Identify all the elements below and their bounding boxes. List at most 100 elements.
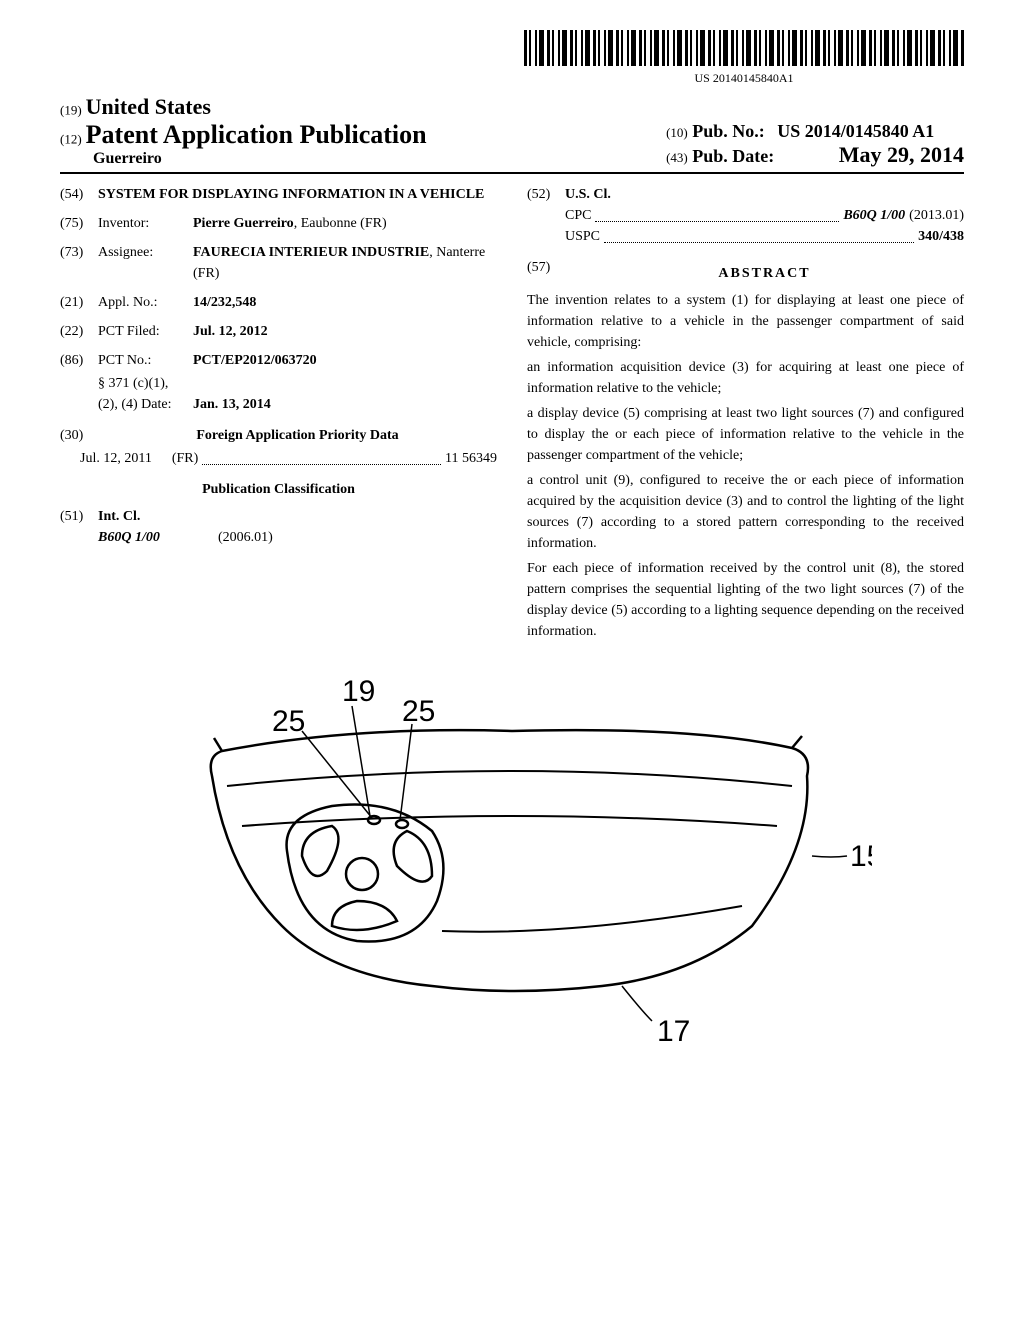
inventor-loc: , Eaubonne (FR): [294, 216, 387, 231]
abstract-p1: The invention relates to a system (1) fo…: [527, 290, 964, 353]
abstract-p3: a display device (5) comprising at least…: [527, 403, 964, 466]
intcl-label: Int. Cl.: [98, 506, 140, 527]
fpd-heading-row: (30) Foreign Application Priority Data: [60, 425, 497, 446]
abstract-p5: For each piece of information received b…: [527, 558, 964, 642]
pub-no: US 2014/0145840 A1: [777, 121, 934, 141]
s371-date-row: (2), (4) Date: Jan. 13, 2014: [60, 394, 497, 415]
cpc-year: (2013.01): [909, 205, 964, 226]
abstract-p2: an information acquisition device (3) fo…: [527, 357, 964, 399]
s371-date-label: (2), (4) Date:: [98, 394, 193, 415]
abstract-label: ABSTRACT: [565, 263, 964, 284]
pubclass-heading: Publication Classification: [60, 479, 497, 500]
code-54: (54): [60, 184, 98, 205]
fpd-dots: [202, 464, 441, 465]
right-column: (52) U.S. Cl. CPC B60Q 1/00 (2013.01) US…: [527, 184, 964, 646]
uspc-label: USPC: [565, 226, 600, 247]
code-52: (52): [527, 184, 565, 205]
figure-area: 19 25 25 15 17: [60, 676, 964, 1061]
fig-label-25b: 25: [402, 695, 435, 728]
intcl-row: (51) Int. Cl.: [60, 506, 497, 527]
cpc-label: CPC: [565, 205, 591, 226]
intcl-code: B60Q 1/00: [98, 527, 218, 548]
lead-17: [622, 986, 652, 1021]
invention-title: SYSTEM FOR DISPLAYING INFORMATION IN A V…: [98, 184, 484, 205]
code-21: (21): [60, 292, 98, 313]
fig-label-19: 19: [342, 676, 375, 708]
header-author: Guerreiro: [60, 150, 427, 168]
dashboard-seam-top: [227, 771, 792, 786]
code-30: (30): [60, 425, 98, 446]
light-source-a: [368, 816, 380, 824]
code-12: (12): [60, 131, 82, 146]
tick-right: [792, 736, 802, 748]
uspc-row: USPC 340/438: [527, 226, 964, 247]
inventor-value: Pierre Guerreiro, Eaubonne (FR): [193, 213, 497, 234]
light-source-b: [396, 820, 408, 828]
wheel-cutout-right: [394, 831, 432, 882]
header-left: (19) United States (12) Patent Applicati…: [60, 94, 427, 168]
left-column: (54) SYSTEM FOR DISPLAYING INFORMATION I…: [60, 184, 497, 646]
barcode-graphic: [524, 30, 964, 66]
appl-no: 14/232,548: [193, 292, 497, 313]
assignee-name: FAURECIA INTERIEUR INDUSTRIE: [193, 245, 429, 260]
pct-no-label: PCT No.:: [98, 350, 193, 371]
s371-date: Jan. 13, 2014: [193, 394, 271, 415]
tick-left: [214, 738, 222, 751]
fpd-country: (FR): [172, 448, 198, 469]
fpd-row: Jul. 12, 2011 (FR) 11 56349: [60, 448, 497, 469]
code-86: (86): [60, 350, 98, 371]
assignee-label: Assignee:: [98, 242, 193, 284]
pub-date: May 29, 2014: [839, 142, 964, 167]
pub-date-label: Pub. Date:: [692, 146, 774, 166]
code-73: (73): [60, 242, 98, 284]
s371-label: § 371 (c)(1),: [60, 373, 497, 394]
wheel-hub: [346, 858, 378, 890]
abstract-header-row: (57) ABSTRACT: [527, 257, 964, 290]
pct-filed-row: (22) PCT Filed: Jul. 12, 2012: [60, 321, 497, 342]
inventor-name: Pierre Guerreiro: [193, 216, 294, 231]
uspc-code: 340/438: [918, 226, 964, 247]
fig-label-25a: 25: [272, 705, 305, 738]
code-57: (57): [527, 257, 565, 290]
code-10: (10): [666, 125, 688, 140]
lead-15: [812, 856, 847, 857]
code-43: (43): [666, 150, 688, 165]
assignee-row: (73) Assignee: FAURECIA INTERIEUR INDUST…: [60, 242, 497, 284]
code-19: (19): [60, 102, 82, 117]
assignee-value: FAURECIA INTERIEUR INDUSTRIE, Nanterre (…: [193, 242, 497, 284]
cpc-code: B60Q 1/00: [843, 205, 905, 226]
publication-type: Patent Application Publication: [86, 120, 427, 149]
inventor-label: Inventor:: [98, 213, 193, 234]
intcl-code-row: B60Q 1/00 (2006.01): [60, 527, 497, 548]
fig-label-15: 15: [850, 840, 872, 873]
wheel-cutout-bottom: [332, 901, 397, 930]
abstract-p4: a control unit (9), configured to receiv…: [527, 470, 964, 554]
dashboard-outline: [211, 730, 808, 991]
cpc-row: CPC B60Q 1/00 (2013.01): [527, 205, 964, 226]
uscl-label: U.S. Cl.: [565, 184, 611, 205]
fig-label-17: 17: [657, 1015, 690, 1048]
wheel-cutout-left: [302, 826, 338, 876]
appl-row: (21) Appl. No.: 14/232,548: [60, 292, 497, 313]
pct-no-row: (86) PCT No.: PCT/EP2012/063720: [60, 350, 497, 371]
pct-filed: Jul. 12, 2012: [193, 321, 497, 342]
uspc-dots: [604, 242, 914, 243]
intcl-year: (2006.01): [218, 527, 273, 548]
dashboard-figure: 19 25 25 15 17: [152, 676, 872, 1056]
code-51: (51): [60, 506, 98, 527]
dashboard-seam-low: [442, 906, 742, 932]
appl-label: Appl. No.:: [98, 292, 193, 313]
country: United States: [86, 94, 211, 119]
pct-no: PCT/EP2012/063720: [193, 350, 497, 371]
pct-filed-label: PCT Filed:: [98, 321, 193, 342]
title-row: (54) SYSTEM FOR DISPLAYING INFORMATION I…: [60, 184, 497, 205]
inventor-row: (75) Inventor: Pierre Guerreiro, Eaubonn…: [60, 213, 497, 234]
fpd-date: Jul. 12, 2011: [80, 448, 152, 469]
dashboard-seam-mid: [242, 816, 777, 826]
fpd-heading: Foreign Application Priority Data: [98, 425, 497, 446]
patent-page: US 20140145840A1 (19) United States (12)…: [0, 0, 1024, 1101]
lead-19: [352, 706, 370, 816]
barcode-text: US 20140145840A1: [524, 71, 964, 86]
uscl-row: (52) U.S. Cl.: [527, 184, 964, 205]
barcode-block: US 20140145840A1: [60, 30, 964, 86]
